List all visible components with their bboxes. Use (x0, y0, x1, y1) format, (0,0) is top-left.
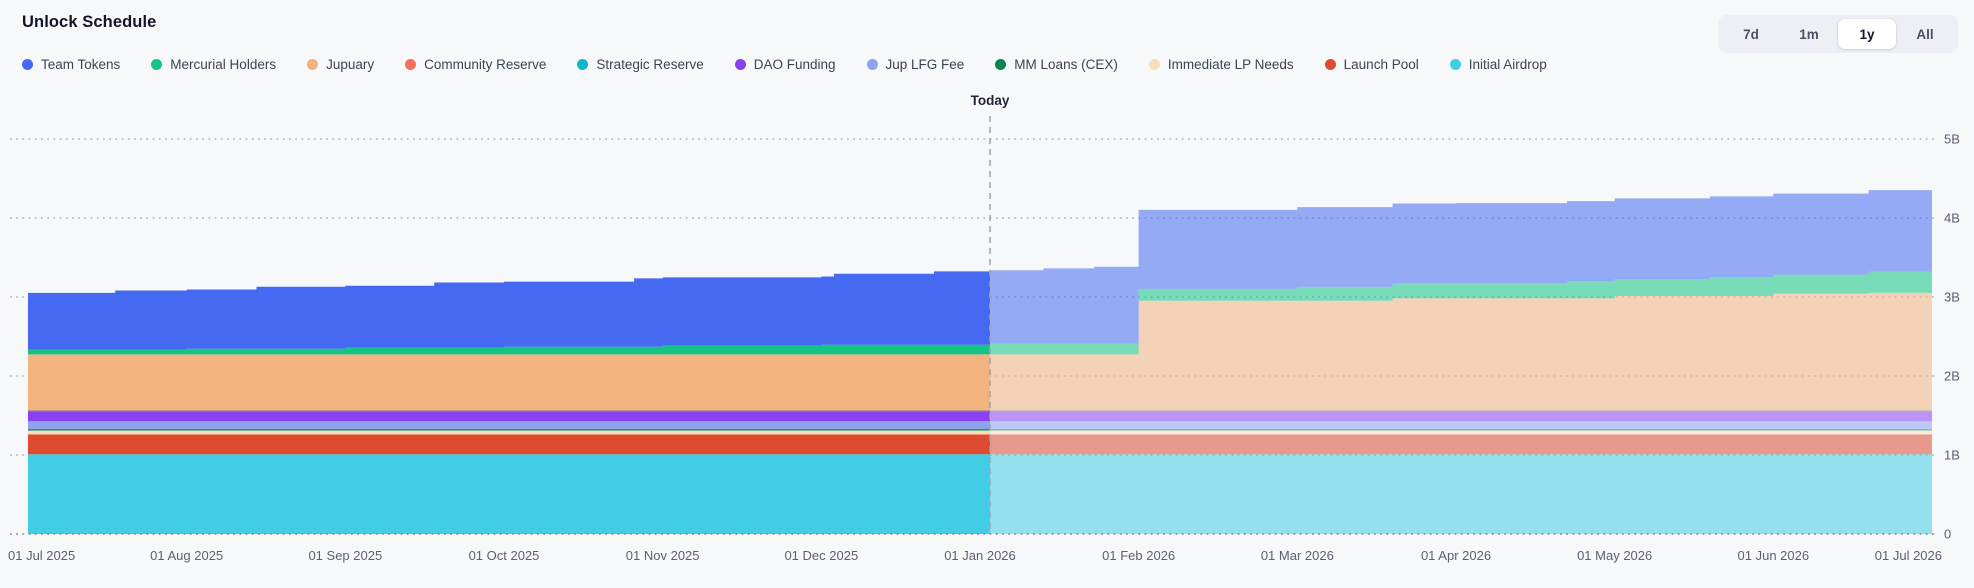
legend-item-label: Immediate LP Needs (1167, 57, 1294, 72)
legend-item-label: Community Reserve (424, 57, 547, 72)
y-axis-label-3B: 3B (1944, 289, 1960, 304)
legend-dot-icon (734, 59, 746, 70)
area-jup-lfg-fee-future[interactable] (28, 421, 1932, 430)
legend-dot-icon (577, 59, 589, 70)
area-mm-loans-cex--future[interactable] (28, 429, 1932, 431)
y-axis-label-0: 0 (1944, 526, 1951, 541)
area-jupuary-past[interactable] (28, 293, 1932, 410)
legend-item-strategic-reserve[interactable]: Strategic Reserve (577, 57, 704, 72)
area-mercurial-holders-future[interactable] (28, 271, 1932, 355)
legend-item-label: DAO Funding (753, 57, 836, 72)
range-selector: 7d 1m 1y All (1718, 15, 1958, 53)
legend-item-launch-pool[interactable]: Launch Pool (1324, 57, 1419, 72)
legend-item-dao-funding[interactable]: DAO Funding (734, 57, 836, 72)
legend-dot-icon (151, 59, 163, 70)
area-launch-pool-past[interactable] (28, 434, 1932, 455)
legend-item-team-tokens[interactable]: Team Tokens (22, 57, 120, 72)
legend-item-initial-airdrop[interactable]: Initial Airdrop (1449, 57, 1547, 72)
legend-item-mm-loans-cex-[interactable]: MM Loans (CEX) (995, 57, 1118, 72)
range-button-all[interactable]: All (1896, 19, 1954, 49)
legend-dot-icon (307, 59, 319, 70)
legend-item-immediate-lp-needs[interactable]: Immediate LP Needs (1148, 57, 1294, 72)
legend-dot-icon (405, 59, 417, 70)
x-axis-label: 01 Sep 2025 (308, 548, 382, 563)
legend-dot-icon (1449, 59, 1461, 70)
area-jup-lfg-fee-past[interactable] (28, 421, 1932, 430)
x-axis-label: 01 Jul 2025 (8, 548, 75, 563)
area-immediate-lp-needs-past[interactable] (28, 430, 1932, 435)
chart-legend: Team Tokens Mercurial Holders Jupuary Commu… (22, 57, 1674, 72)
x-axis-label: 01 Jun 2026 (1738, 548, 1810, 563)
page-title: Unlock Schedule (22, 13, 157, 31)
area-jupuary-future[interactable] (28, 292, 1932, 410)
range-button-1m[interactable]: 1m (1780, 19, 1838, 49)
legend-item-jupuary[interactable]: Jupuary (307, 57, 374, 72)
legend-dot-icon (22, 59, 33, 70)
area-dao-funding-past[interactable] (28, 411, 1932, 422)
legend-item-label: Strategic Reserve (596, 57, 704, 72)
legend-dot-icon (995, 59, 1007, 70)
legend-item-label: Team Tokens (41, 57, 121, 72)
legend-dot-icon (1148, 59, 1160, 70)
x-axis-label: 01 Oct 2025 (469, 548, 540, 563)
y-axis-label-5B: 5B (1944, 131, 1960, 146)
legend-item-label: Initial Airdrop (1468, 57, 1547, 72)
legend-item-label: MM Loans (CEX) (1014, 57, 1118, 72)
area-strategic-reserve-past[interactable] (28, 410, 1932, 412)
legend-item-mercurial-holders[interactable]: Mercurial Holders (151, 57, 276, 72)
area-community-reserve-future[interactable] (28, 409, 1932, 411)
x-axis-label: 01 Nov 2025 (626, 548, 700, 563)
legend-item-label: Launch Pool (1343, 57, 1419, 72)
x-axis-label: 01 Apr 2026 (1421, 548, 1491, 563)
x-axis-label: 01 May 2026 (1577, 548, 1652, 563)
x-axis-label: 01 Jul 2026 (1875, 548, 1942, 563)
area-immediate-lp-needs-future[interactable] (28, 430, 1932, 435)
legend-item-label: Mercurial Holders (170, 57, 277, 72)
range-button-7d[interactable]: 7d (1722, 19, 1780, 49)
legend-dot-icon (1324, 59, 1336, 70)
legend-item-jup-lfg-fee[interactable]: Jup LFG Fee (866, 57, 965, 72)
legend-item-community-reserve[interactable]: Community Reserve (405, 57, 546, 72)
area-launch-pool-future[interactable] (28, 434, 1932, 455)
x-axis-label: 01 Aug 2025 (150, 548, 223, 563)
y-axis-label-2B: 2B (1944, 368, 1960, 383)
legend-item-label: Jup LFG Fee (885, 57, 965, 72)
area-initial-airdrop-past[interactable] (28, 454, 1932, 534)
y-axis-label-1B: 1B (1944, 447, 1960, 462)
range-button-1y[interactable]: 1y (1838, 19, 1896, 49)
area-dao-funding-future[interactable] (28, 411, 1932, 422)
area-team-tokens-future[interactable] (28, 190, 1932, 350)
y-axis-label-4B: 4B (1944, 210, 1960, 225)
area-mercurial-holders-past[interactable] (28, 271, 1932, 355)
area-team-tokens-past[interactable] (28, 190, 1932, 350)
x-axis-label: 01 Mar 2026 (1261, 548, 1334, 563)
x-axis-label: 01 Jan 2026 (944, 548, 1016, 563)
legend-item-label: Jupuary (326, 57, 375, 72)
x-axis-label: 01 Dec 2025 (784, 548, 858, 563)
area-strategic-reserve-future[interactable] (28, 410, 1932, 412)
today-label: Today (971, 93, 1010, 108)
legend-dot-icon (866, 59, 878, 70)
x-axis-label: 01 Feb 2026 (1102, 548, 1175, 563)
area-mm-loans-cex--past[interactable] (28, 429, 1932, 431)
area-initial-airdrop-future[interactable] (28, 454, 1932, 534)
area-community-reserve-past[interactable] (28, 409, 1932, 411)
